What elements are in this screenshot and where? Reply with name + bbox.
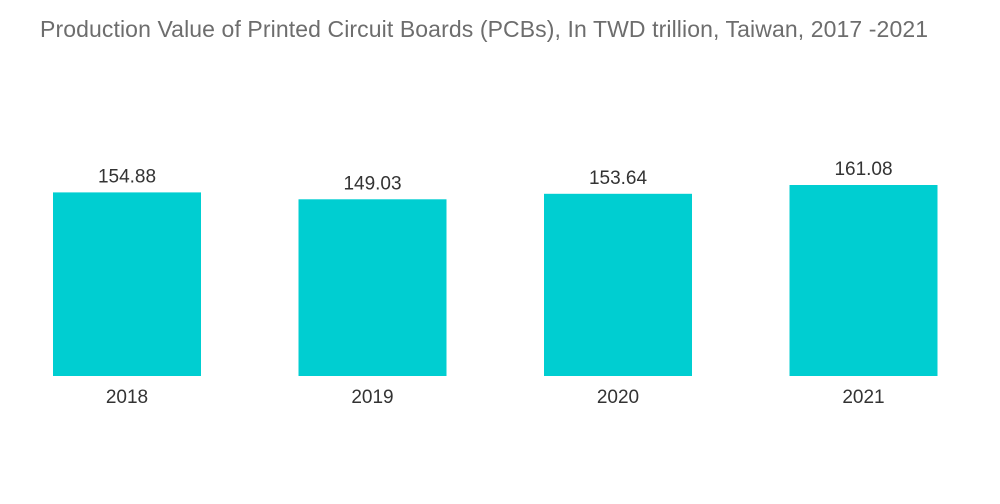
bar-2021: [789, 185, 938, 376]
data-label-2018: 154.88: [98, 166, 156, 187]
x-tick-label-2019: 2019: [351, 387, 393, 408]
bar-2019: [298, 199, 447, 376]
x-tick-label-2021: 2021: [842, 387, 884, 408]
data-label-2019: 149.03: [343, 173, 401, 194]
x-tick-label-2020: 2020: [597, 387, 639, 408]
bar-2020: [544, 193, 692, 376]
chart-title: Production Value of Printed Circuit Boar…: [40, 16, 929, 42]
x-tick-label-2018: 2018: [106, 387, 148, 408]
data-label-2020: 153.64: [589, 168, 648, 189]
bar-2018: [53, 192, 201, 376]
data-label-2021: 161.08: [834, 159, 892, 180]
